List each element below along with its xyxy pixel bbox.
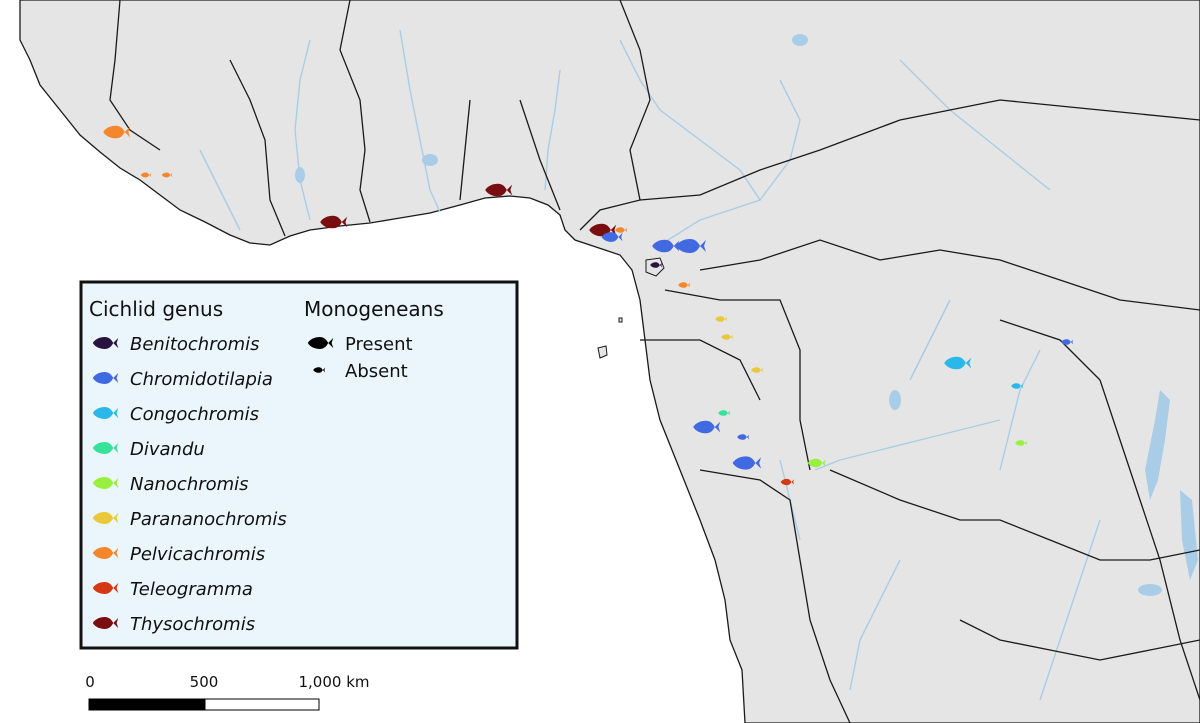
legend-genus-label: Teleogramma [130,579,253,600]
legend: Cichlid genus Monogeneans Benitochromis … [79,280,519,650]
legend-genus-label: Nanochromis [130,474,249,495]
legend-genus-label: Parananochromis [130,509,287,530]
legend-genus-label: Congochromis [130,404,259,425]
land [19,0,1200,723]
scalebar-white-segment [204,698,320,711]
legend-genus-label: Benitochromis [130,334,260,355]
legend-genus-label: Chromidotilapia [130,369,273,390]
island-saotome [597,345,608,359]
scalebar-label-0: 0 [85,673,95,691]
scalebar-label-1000: 1,000 km [298,673,369,691]
legend-genus-label: Pelvicachromis [130,544,265,565]
legend-genus-label: Divandu [130,439,205,460]
legend-genus-label: Thysochromis [130,614,255,635]
scalebar-label-500: 500 [190,673,219,691]
legend-absent-label: Absent [345,361,408,382]
island-principe [618,317,623,323]
scalebar-black-segment [88,698,206,711]
legend-present-label: Present [345,334,413,355]
lakes [295,34,1198,596]
legend-genus-heading: Cichlid genus [89,297,223,321]
scalebar: 0 500 1,000 km [85,673,370,711]
legend-mono-heading: Monogeneans [304,297,444,321]
legend-box [79,280,519,650]
borders [109,0,1200,723]
